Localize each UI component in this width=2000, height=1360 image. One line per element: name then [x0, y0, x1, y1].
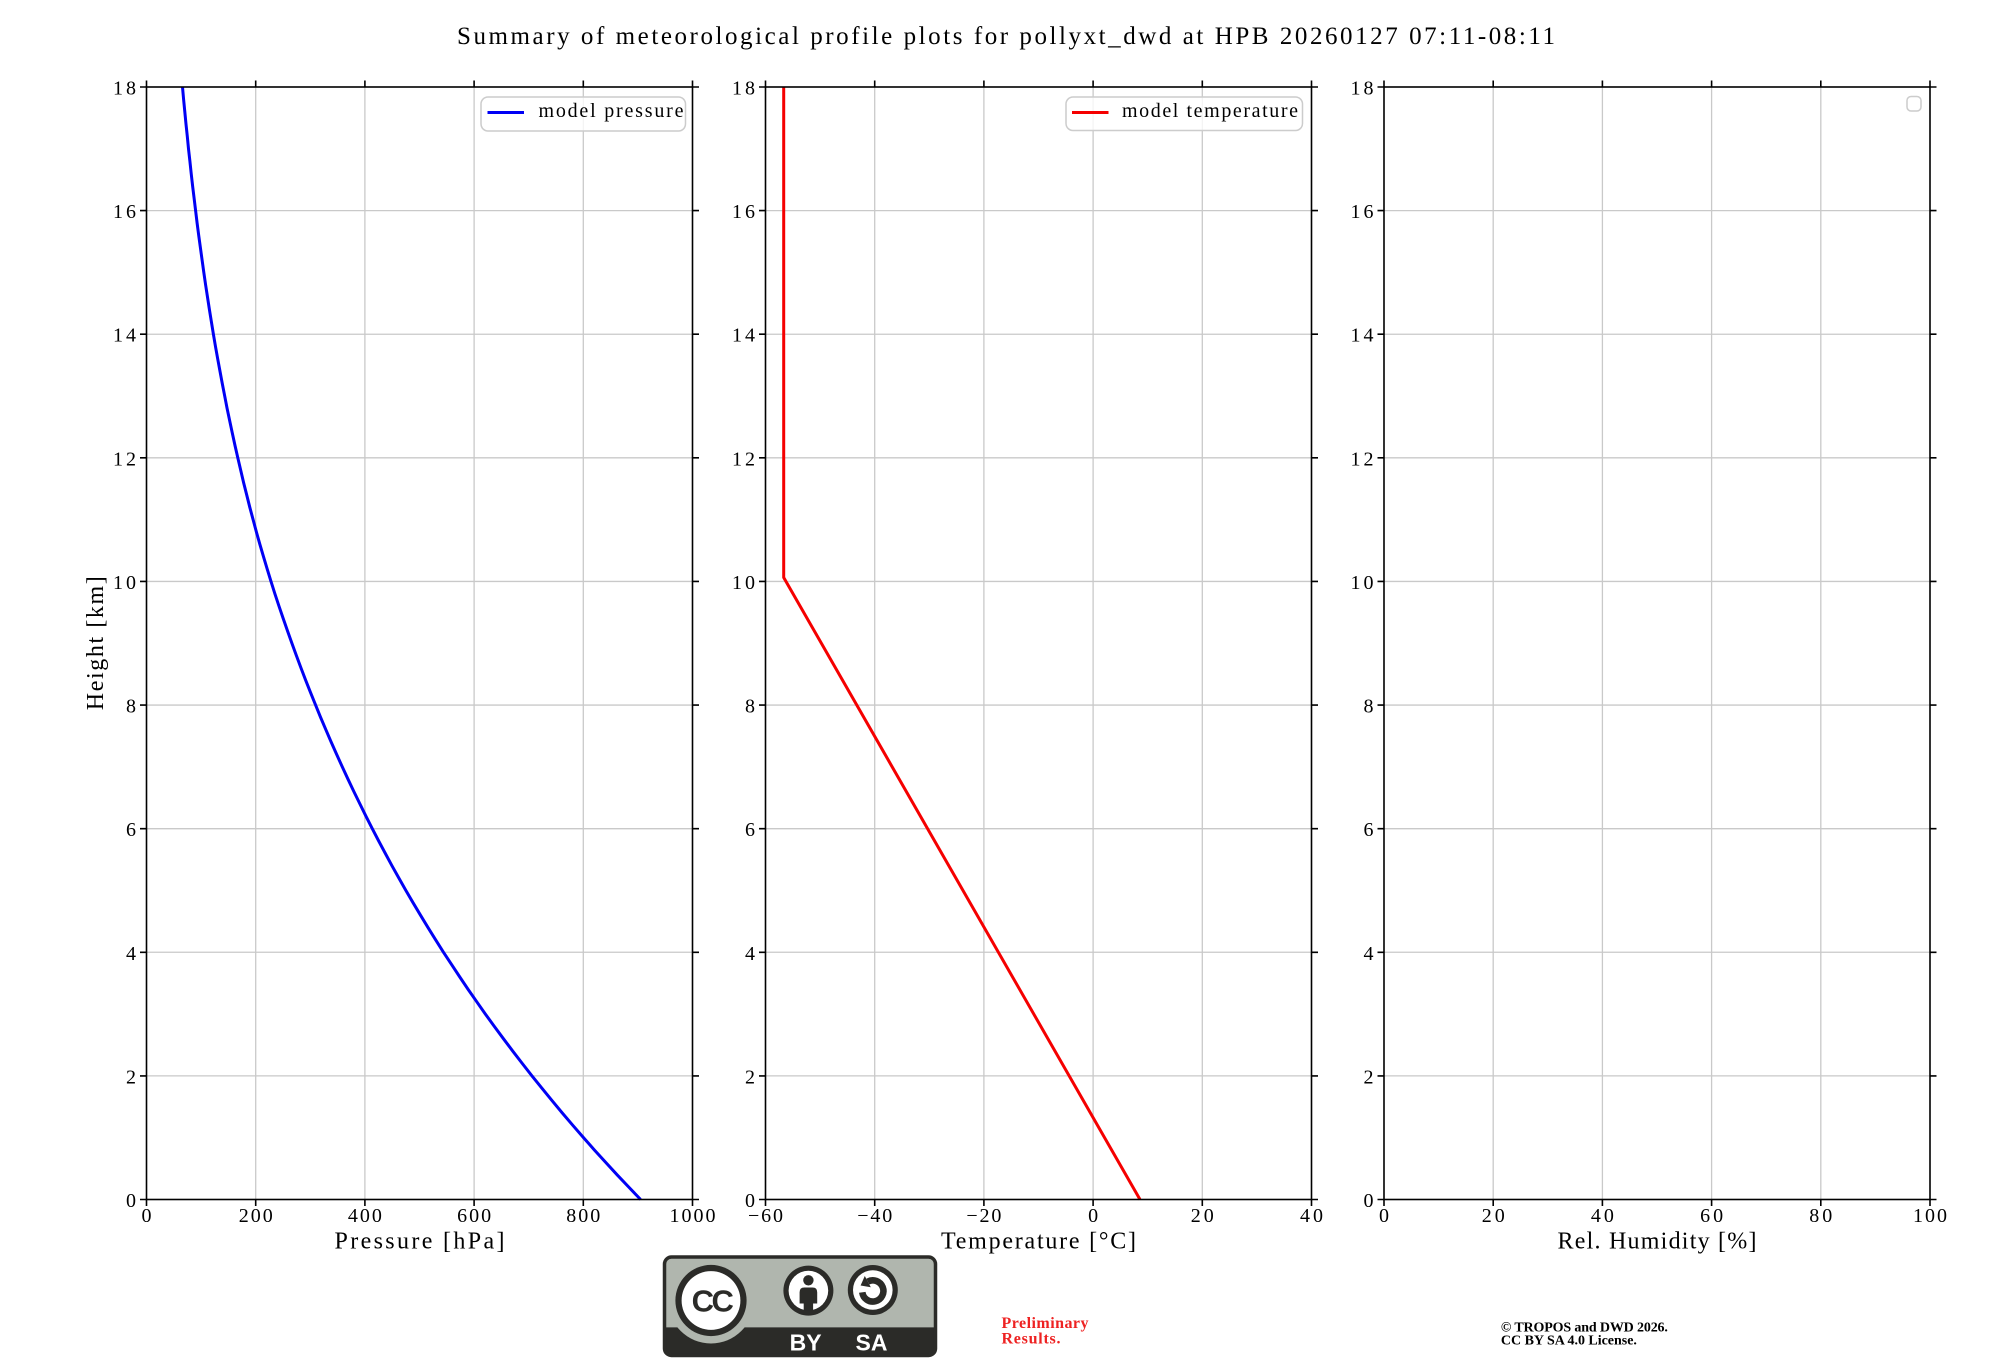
svg-text:4: 4 — [126, 943, 136, 965]
svg-text:600: 600 — [457, 1205, 491, 1227]
svg-text:0: 0 — [745, 1190, 755, 1212]
svg-text:model pressure: model pressure — [539, 100, 684, 122]
svg-text:0: 0 — [1088, 1205, 1098, 1227]
svg-text:Preliminary: Preliminary — [1002, 1315, 1089, 1332]
svg-text:CC: CC — [692, 1284, 734, 1319]
svg-text:6: 6 — [126, 819, 136, 841]
svg-text:Rel. Humidity [%]: Rel. Humidity [%] — [1558, 1229, 1757, 1255]
svg-text:6: 6 — [745, 819, 755, 841]
svg-text:SA: SA — [856, 1330, 888, 1356]
svg-text:Results.: Results. — [1002, 1330, 1061, 1347]
svg-text:CC BY SA 4.0 License.: CC BY SA 4.0 License. — [1501, 1334, 1637, 1349]
svg-text:Summary of meteorological prof: Summary of meteorological profile plots … — [457, 23, 1555, 50]
svg-text:© TROPOS and DWD 2026.: © TROPOS and DWD 2026. — [1501, 1321, 1668, 1336]
svg-text:model temperature: model temperature — [1122, 100, 1298, 122]
svg-text:4: 4 — [1364, 943, 1374, 965]
svg-text:−40: −40 — [857, 1205, 892, 1227]
svg-text:0: 0 — [142, 1205, 152, 1227]
svg-text:0: 0 — [1364, 1190, 1374, 1212]
svg-text:Temperature [°C]: Temperature [°C] — [941, 1229, 1136, 1255]
svg-text:2: 2 — [1364, 1066, 1374, 1088]
svg-text:8: 8 — [1364, 696, 1374, 718]
svg-text:2: 2 — [745, 1066, 755, 1088]
svg-text:0: 0 — [126, 1190, 136, 1212]
svg-text:400: 400 — [348, 1205, 382, 1227]
svg-text:8: 8 — [745, 696, 755, 718]
svg-text:100: 100 — [1913, 1205, 1947, 1227]
svg-text:200: 200 — [239, 1205, 273, 1227]
svg-text:BY: BY — [790, 1330, 822, 1356]
svg-text:−60: −60 — [748, 1205, 783, 1227]
svg-text:−20: −20 — [966, 1205, 1001, 1227]
svg-text:Height [km]: Height [km] — [83, 576, 109, 710]
svg-text:6: 6 — [1364, 819, 1374, 841]
svg-text:800: 800 — [566, 1205, 600, 1227]
svg-text:8: 8 — [126, 696, 136, 718]
svg-text:4: 4 — [745, 943, 755, 965]
svg-text:0: 0 — [1379, 1205, 1389, 1227]
svg-text:2: 2 — [126, 1066, 136, 1088]
